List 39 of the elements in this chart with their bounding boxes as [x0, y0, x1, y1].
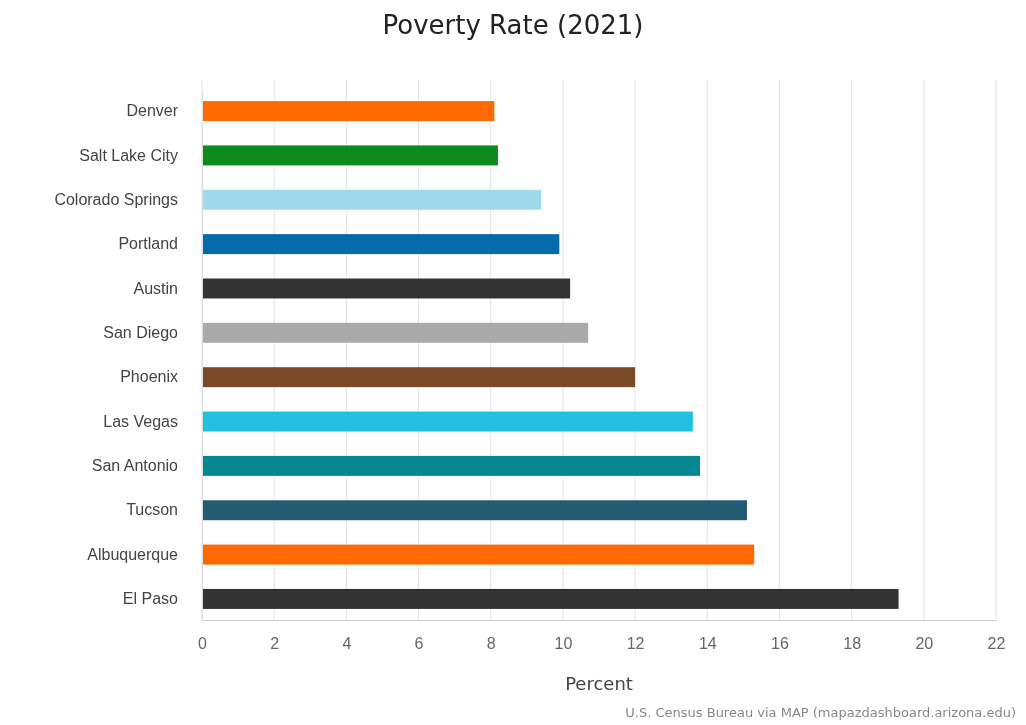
bar: [202, 322, 589, 343]
bar: [202, 101, 495, 122]
x-tick-label: 6: [414, 635, 424, 653]
y-tick-label: Colorado Springs: [54, 190, 178, 208]
y-tick-label: Portland: [118, 235, 178, 253]
y-tick-label: San Antonio: [91, 457, 179, 474]
bar: [202, 189, 542, 210]
y-tick-label: Las Vegas: [103, 412, 178, 430]
bar: [202, 145, 498, 166]
x-tick-label: 10: [554, 635, 573, 653]
y-tick-label: San Diego: [103, 323, 179, 341]
x-tick-label: 2: [270, 635, 280, 653]
text: U.S. Census Bureau via MAP (mapazdashboard.arizona.edu): [625, 705, 1016, 720]
bar: [202, 411, 693, 432]
y-tick-label: Salt Lake City: [79, 146, 178, 164]
bar: [202, 500, 747, 521]
x-tick-label: 14: [698, 635, 717, 653]
bar: [202, 234, 560, 255]
chart-title: Poverty Rate (2021): [382, 10, 644, 40]
x-tick-label: 16: [771, 635, 789, 653]
bar: [202, 588, 899, 609]
y-tick-label: Phoenix: [120, 368, 178, 386]
bar: [202, 544, 755, 565]
y-tick-label: Denver: [126, 102, 179, 120]
x-tick-label: 12: [626, 635, 645, 653]
x-axis-title: Percent: [565, 673, 633, 694]
x-tick-label: 8: [486, 635, 496, 653]
x-tick-label: 18: [843, 635, 862, 653]
bar: [202, 367, 636, 388]
x-tick-label: 0: [198, 635, 208, 653]
bar: [202, 455, 701, 476]
x-tick-label: 4: [342, 635, 352, 653]
y-tick-label: Austin: [133, 279, 178, 297]
y-tick-label: Albuquerque: [87, 545, 179, 563]
y-tick-label: El Paso: [122, 590, 179, 608]
bar: [202, 278, 571, 299]
y-tick-label: Tucson: [126, 501, 178, 519]
x-tick-label: 20: [915, 635, 934, 653]
x-tick-label: 22: [987, 635, 1006, 653]
